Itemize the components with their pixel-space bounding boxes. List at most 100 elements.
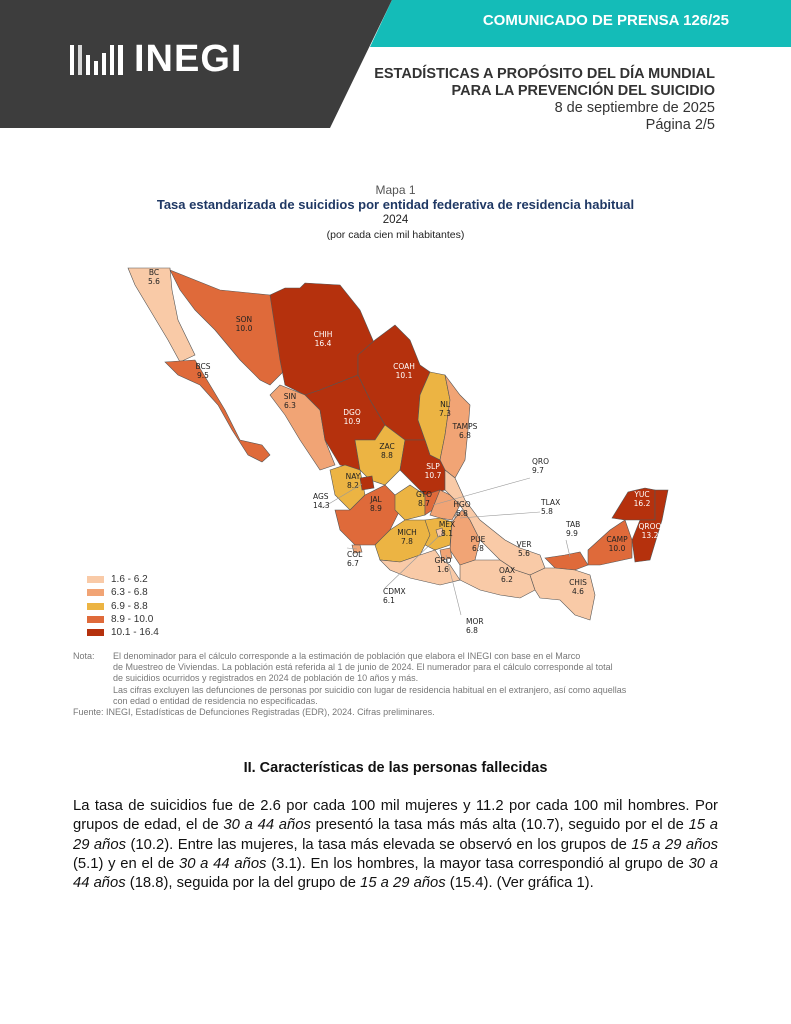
state-label: OAX — [499, 566, 515, 575]
state-value: 8.9 — [370, 504, 382, 513]
state-label: SLP — [426, 462, 440, 471]
state-label: MEX — [439, 520, 455, 529]
state-label: VER — [516, 540, 531, 549]
state-label: MOR — [466, 617, 484, 626]
state-value: 6.2 — [501, 575, 513, 584]
state-label: DGO — [343, 408, 361, 417]
map-year: 2024 — [382, 214, 409, 226]
state-value: 6.1 — [383, 596, 395, 605]
map-unit: (por cada cien mil habitantes) — [326, 229, 465, 241]
age-group-emphasis: 30 a 44 años — [223, 817, 311, 834]
header-banner — [0, 0, 791, 128]
date: 8 de septiembre de 2025 — [554, 100, 715, 116]
state-ags — [359, 475, 375, 491]
state-label: SIN — [284, 392, 297, 401]
map-label: Mapa 1 — [375, 183, 416, 197]
state-pue — [449, 509, 481, 566]
state-label: QROO — [639, 522, 662, 531]
state-value: 10.1 — [396, 371, 413, 380]
inegi-logo-icon — [70, 44, 123, 75]
state-value: 10.0 — [609, 544, 626, 553]
title-line-2: PARA LA PREVENCIÓN DEL SUICIDIO — [451, 83, 715, 99]
state-value: 10.0 — [236, 324, 253, 333]
title-line-1: ESTADÍSTICAS A PROPÓSITO DEL DÍA MUNDIAL — [374, 66, 715, 82]
state-label: CHIH — [314, 330, 333, 339]
state-bcs — [164, 359, 271, 463]
state-value: 6.8 — [459, 431, 471, 440]
body-paragraph: La tasa de suicidios fue de 2.6 por cada… — [73, 797, 718, 893]
state-camp — [587, 519, 633, 566]
state-gro — [379, 549, 461, 586]
state-value: 9.5 — [197, 371, 209, 380]
state-value: 10.9 — [344, 417, 361, 426]
state-label: AGS — [313, 492, 329, 501]
state-value: 5.6 — [518, 549, 530, 558]
state-label: HGO — [453, 500, 470, 509]
state-tab — [544, 551, 589, 571]
state-value: 4.6 — [572, 587, 584, 596]
state-son — [169, 269, 286, 386]
state-qroo — [631, 489, 669, 563]
legend-swatch — [87, 616, 104, 624]
leader-line — [565, 539, 571, 558]
state-value: 6.8 — [466, 626, 478, 635]
leader-line — [384, 534, 441, 589]
map-title: Tasa estandarizada de suicidios por enti… — [156, 197, 635, 212]
legend-item: 8.9 - 10.0 — [87, 613, 159, 626]
state-value: 6.8 — [456, 509, 468, 518]
age-group-emphasis: 30 a 44 años — [178, 855, 267, 872]
map-legend: 1.6 - 6.2 6.3 - 6.8 6.9 - 8.8 8.9 - 10.0… — [87, 573, 159, 639]
state-value: 8.7 — [418, 499, 430, 508]
state-value: 5.6 — [148, 277, 160, 286]
legend-swatch — [87, 602, 104, 610]
state-label: GTO — [416, 490, 432, 499]
legend-swatch — [87, 576, 104, 584]
state-value: 6.3 — [284, 401, 296, 410]
paragraph-text: (10.2). Entre las mujeres, la tasa más e… — [126, 836, 632, 853]
state-value: 10.7 — [425, 471, 442, 480]
state-value: 6.7 — [347, 559, 359, 568]
state-value: 8.8 — [381, 451, 393, 460]
paragraph-text: presentó la tasa más más alta (10.7), se… — [310, 817, 689, 834]
paragraph-text: (5.1) y en el de — [73, 855, 179, 872]
state-label: CHIS — [569, 578, 587, 587]
age-group-emphasis: 15 a 29 años — [73, 817, 719, 853]
state-label: CDMX — [383, 587, 406, 596]
paragraph-text: La tasa de suicidios fue de 2.6 por cada… — [73, 798, 718, 834]
age-group-emphasis: 15 a 29 años — [631, 836, 718, 853]
document-header: ESTADÍSTICAS A PROPÓSITO DEL DÍA MUNDIAL… — [374, 66, 715, 134]
legend-swatch — [87, 589, 104, 597]
press-release-number: COMUNICADO DE PRENSA 126/25 — [482, 12, 729, 29]
state-label: CAMP — [606, 535, 628, 544]
map-notes: Nota: El denominador para el cálculo cor… — [73, 651, 627, 718]
mexico-choropleth-map: BC5.6SON10.0CHIH16.4COAH10.1BCS9.5SIN6.3… — [127, 267, 669, 635]
inegi-logo: INEGI — [68, 38, 242, 81]
leader-line — [346, 547, 358, 550]
state-value: 1.6 — [437, 565, 449, 574]
state-label: BC — [149, 268, 159, 277]
state-bc — [127, 267, 196, 363]
state-label: TAMPS — [452, 422, 478, 431]
page-number: Página 2/5 — [645, 117, 715, 133]
state-label: PUE — [471, 535, 486, 544]
state-value: 16.4 — [315, 339, 332, 348]
state-value: 8.2 — [347, 481, 359, 490]
state-value: 14.3 — [313, 501, 330, 510]
paragraph-text: (3.1). En los hombres, la mayor tasa cor… — [266, 855, 689, 872]
state-value: 13.2 — [642, 531, 659, 540]
state-label: MICH — [397, 528, 417, 537]
legend-item: 6.9 - 8.8 — [87, 600, 159, 613]
state-value: 7.8 — [401, 537, 413, 546]
legend-item: 6.3 - 6.8 — [87, 586, 159, 599]
state-value: 9.7 — [532, 466, 544, 475]
state-label: QRO — [532, 457, 549, 466]
leader-line — [321, 483, 363, 509]
state-label: COAH — [393, 362, 415, 371]
state-label: JAL — [369, 495, 382, 504]
age-group-emphasis: 30 a 44 años — [73, 855, 718, 892]
legend-item: 1.6 - 6.2 — [87, 573, 159, 586]
age-group-emphasis: 15 a 29 años — [360, 875, 446, 892]
state-label: NL — [440, 400, 451, 409]
state-value: 7.3 — [439, 409, 451, 418]
